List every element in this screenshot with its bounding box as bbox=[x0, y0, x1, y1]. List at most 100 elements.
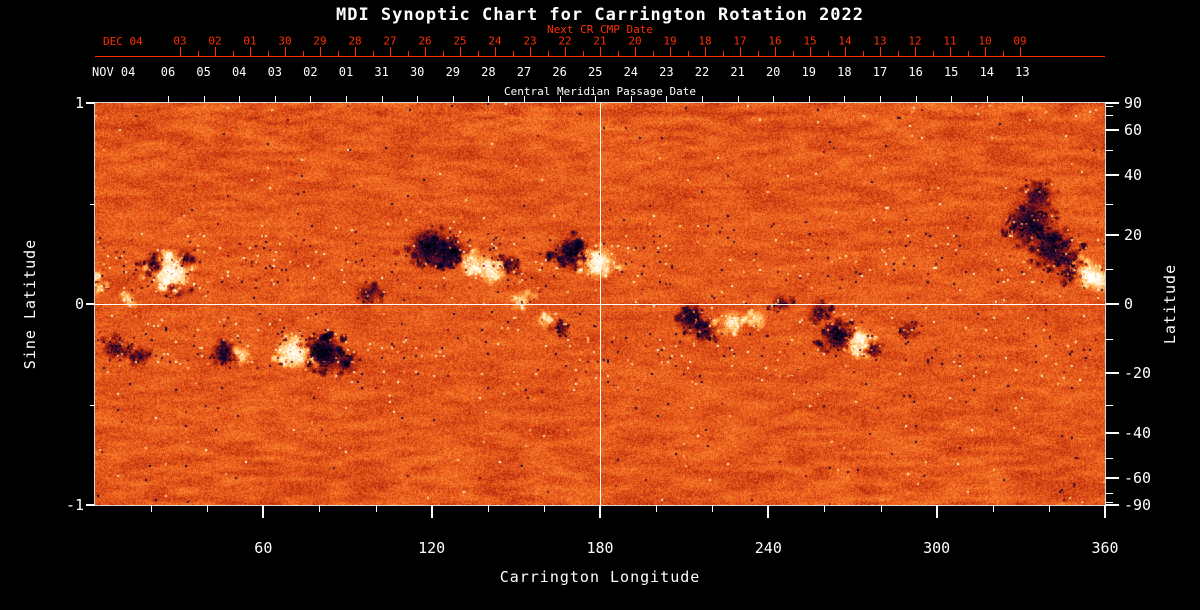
next-cr-minor-tick-mark bbox=[477, 51, 479, 56]
next-cr-minor-tick-mark bbox=[897, 51, 899, 56]
next-cr-minor-tick-mark bbox=[232, 51, 234, 56]
sine-latitude-minor-tick-mark bbox=[90, 404, 95, 406]
cmp-date-tick-label: 18 bbox=[837, 65, 852, 79]
cmp-tick-mark bbox=[986, 96, 988, 103]
longitude-minor-tick-mark bbox=[319, 505, 321, 512]
longitude-minor-tick-mark bbox=[207, 505, 209, 512]
cmp-tick-mark bbox=[1022, 96, 1024, 103]
next-cr-date-tick-label: 01 bbox=[243, 34, 257, 48]
next-cr-date-tick-label: 24 bbox=[488, 34, 502, 48]
latitude-tick-mark bbox=[1105, 504, 1119, 506]
next-cr-minor-tick-mark bbox=[967, 51, 969, 56]
sine-latitude-tick-label: -1 bbox=[65, 496, 84, 514]
cmp-month-label: NOV 04 bbox=[92, 65, 136, 79]
cmp-tick-mark bbox=[951, 96, 953, 103]
next-cr-date-tick-label: 21 bbox=[593, 34, 607, 48]
chart-title: MDI Synoptic Chart for Carrington Rotati… bbox=[335, 5, 865, 25]
sine-latitude-tick-label: 1 bbox=[74, 94, 84, 112]
next-cr-date-tick-label: 16 bbox=[768, 34, 782, 48]
latitude-tick-label: -40 bbox=[1124, 424, 1152, 443]
latitude-tick-mark bbox=[1105, 173, 1119, 176]
next-cr-minor-tick-mark bbox=[792, 51, 794, 56]
cmp-date-tick-label: 20 bbox=[765, 65, 781, 79]
sine-latitude-tick-mark bbox=[86, 504, 95, 506]
cmp-date-tick-label: 03 bbox=[267, 65, 283, 79]
next-cr-tick-mark bbox=[390, 47, 391, 56]
next-cr-tick-mark bbox=[530, 47, 531, 56]
longitude-minor-tick-mark bbox=[712, 505, 714, 512]
latitude-minor-tick-mark bbox=[1105, 501, 1113, 503]
next-cr-date-tick-label: 23 bbox=[523, 34, 537, 48]
cmp-date-tick-label: 19 bbox=[801, 65, 817, 79]
next-cr-tick-mark bbox=[740, 47, 741, 56]
cmp-date-tick-label: 24 bbox=[623, 65, 639, 79]
latitude-minor-tick-mark bbox=[1105, 338, 1113, 340]
next-cr-minor-tick-mark bbox=[547, 51, 549, 56]
latitude-tick-mark bbox=[1105, 432, 1119, 435]
cmp-tick-mark bbox=[274, 96, 276, 103]
next-cr-date-tick-label: 02 bbox=[208, 34, 222, 48]
next-cr-tick-mark bbox=[985, 47, 986, 56]
cmp-tick-mark bbox=[808, 96, 810, 103]
longitude-minor-tick-mark bbox=[543, 505, 545, 512]
cmp-tick-mark bbox=[702, 96, 703, 103]
next-cr-date-tick-label: 22 bbox=[558, 34, 572, 48]
latitude-tick-label: 40 bbox=[1124, 165, 1143, 184]
longitude-minor-tick-mark bbox=[487, 505, 489, 512]
next-cr-date-tick-label: 29 bbox=[313, 34, 327, 48]
latitude-tick-label: -90 bbox=[1124, 496, 1152, 514]
next-cr-tick-mark bbox=[215, 47, 216, 56]
sine-latitude-tick-label: 0 bbox=[74, 295, 84, 313]
sine-latitude-minor-tick-mark bbox=[90, 203, 95, 205]
latitude-tick-mark bbox=[1105, 128, 1119, 131]
next-cr-minor-tick-mark bbox=[582, 51, 584, 56]
longitude-tick-label: 180 bbox=[586, 539, 614, 557]
cmp-tick-mark bbox=[773, 96, 775, 103]
next-cr-tick-mark bbox=[180, 47, 181, 56]
cmp-tick-mark bbox=[630, 96, 632, 103]
sine-latitude-axis-label: Sine Latitude bbox=[21, 238, 39, 370]
meridian-180-line bbox=[600, 103, 601, 505]
next-cr-tick-mark bbox=[635, 47, 636, 56]
next-cr-tick-mark bbox=[915, 47, 916, 56]
next-cr-minor-tick-mark bbox=[617, 51, 619, 56]
latitude-tick-label: 0 bbox=[1124, 295, 1134, 313]
next-cr-tick-mark bbox=[565, 47, 566, 56]
latitude-minor-tick-mark bbox=[1105, 492, 1113, 494]
longitude-tick-mark bbox=[599, 505, 601, 518]
next-cr-tick-mark bbox=[250, 47, 251, 56]
cmp-date-tick-label: 22 bbox=[694, 65, 710, 79]
next-cr-tick-mark bbox=[460, 47, 461, 56]
cmp-date-tick-label: 13 bbox=[1015, 65, 1030, 79]
cmp-axis-label: Central Meridian Passage Date bbox=[503, 85, 697, 98]
cmp-tick-mark bbox=[203, 96, 205, 103]
longitude-tick-label: 120 bbox=[418, 539, 446, 557]
next-cr-date-tick-label: 19 bbox=[663, 34, 677, 48]
cmp-tick-mark bbox=[310, 96, 312, 103]
next-cr-date-tick-label: 27 bbox=[383, 34, 397, 48]
next-cr-axis-label: Next CR CMP Date bbox=[547, 23, 653, 36]
next-cr-minor-tick-mark bbox=[337, 51, 339, 56]
next-cr-tick-mark bbox=[285, 47, 286, 56]
cmp-tick-mark bbox=[452, 96, 454, 103]
cmp-tick-mark bbox=[346, 96, 347, 103]
next-cr-tick-mark bbox=[670, 47, 671, 56]
cmp-date-tick-label: 29 bbox=[445, 65, 461, 79]
next-cr-tick-mark bbox=[845, 47, 846, 56]
cmp-tick-mark bbox=[844, 96, 846, 103]
longitude-tick-label: 60 bbox=[254, 539, 273, 557]
cmp-tick-mark bbox=[595, 96, 597, 103]
next-cr-minor-tick-mark bbox=[372, 51, 374, 56]
next-cr-date-tick-label: 28 bbox=[348, 34, 362, 48]
next-cr-tick-mark bbox=[705, 47, 706, 56]
longitude-minor-tick-mark bbox=[992, 505, 994, 512]
next-cr-date-tick-label: 25 bbox=[453, 34, 467, 48]
next-cr-minor-tick-mark bbox=[652, 51, 654, 56]
cmp-date-tick-label: 04 bbox=[231, 65, 247, 79]
next-cr-minor-tick-mark bbox=[722, 51, 724, 56]
longitude-tick-label: 240 bbox=[754, 539, 782, 557]
cmp-date-tick-label: 30 bbox=[409, 65, 425, 79]
sine-latitude-tick-mark bbox=[86, 102, 95, 104]
latitude-tick-mark bbox=[1105, 234, 1119, 237]
cmp-date-tick-label: 06 bbox=[160, 65, 176, 79]
